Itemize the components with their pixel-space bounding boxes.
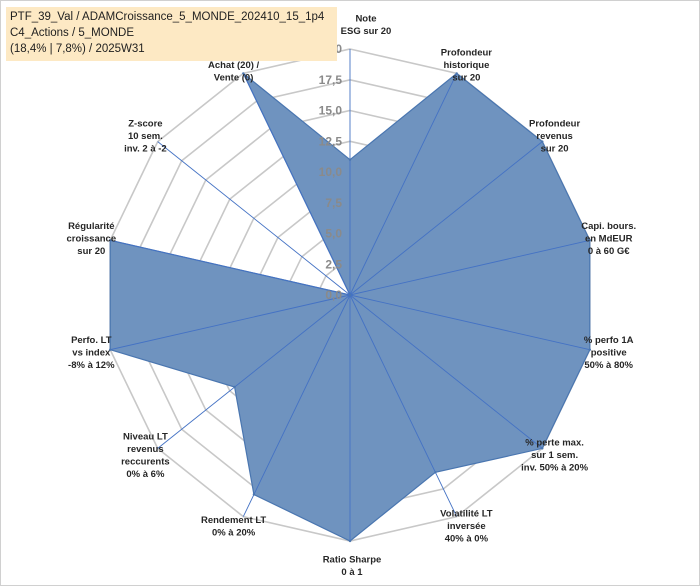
data-point <box>252 493 256 496</box>
axis-label-line: Régularité <box>68 221 114 232</box>
axis-label-line: sur 20 <box>541 143 569 154</box>
axis-label-line: vs index <box>72 348 111 359</box>
tick-label: 7,5 <box>325 196 342 210</box>
axis-label-line: historique <box>443 60 489 71</box>
axis-label: Z-score 10 sem.inv. 2 à -2 <box>124 118 167 154</box>
axis-label-line: ESG sur 20 <box>341 26 392 37</box>
axis-label: Note ESG sur 20 <box>341 13 392 37</box>
axis-label-line: Capi. bours. <box>581 221 636 232</box>
axis-label-line: positive <box>591 348 627 359</box>
radar-series <box>109 49 591 543</box>
axis-label-line: 0 à 60 G€ <box>588 246 630 257</box>
axis-label-line: sur 20 <box>77 246 105 257</box>
radar-tick-labels: 0,02,55,07,510,012,515,017,520,0 <box>319 42 343 302</box>
spoke <box>242 73 351 296</box>
axis-label-line: reccurents <box>121 456 170 467</box>
axis-label-line: % perfo 1A <box>584 335 634 346</box>
axis-label-line: en MdEUR <box>585 234 633 245</box>
spoke <box>110 294 351 351</box>
axis-label-line: revenus <box>127 444 163 455</box>
axis-label-line: Vente (0) <box>214 72 254 83</box>
data-point <box>541 447 544 450</box>
tick-label: 12,5 <box>319 134 343 148</box>
axis-label-line: -8% à 12% <box>68 360 115 371</box>
axis-label-line: 40% à 0% <box>445 534 489 545</box>
data-point <box>455 72 458 75</box>
data-point <box>541 140 544 143</box>
axis-label-line: inversée <box>447 521 486 532</box>
axis-label-line: Note <box>355 13 376 24</box>
tick-label: 2,5 <box>325 257 342 271</box>
axis-label-line: Volatilité LT <box>440 509 493 520</box>
data-point <box>109 348 112 351</box>
spoke <box>157 141 351 296</box>
data-point <box>348 158 352 161</box>
spoke <box>110 239 351 296</box>
tick-label: 15,0 <box>319 104 343 118</box>
axis-label: Ratio Sharpe 0 à 1 <box>323 554 382 578</box>
chart-title-box <box>6 7 337 61</box>
axis-label-line: croissance <box>66 234 116 245</box>
axis-label-line: Profondeur <box>529 118 580 129</box>
spoke <box>349 294 590 351</box>
spoke <box>242 294 351 517</box>
tick-label: 0,0 <box>325 288 342 302</box>
axis-label-line: 0% à 20% <box>212 527 256 538</box>
data-point <box>109 239 112 242</box>
chart-title-line-2: C4_Actions / 5_MONDE <box>10 27 134 39</box>
axis-label-line: sur 20 <box>452 72 480 83</box>
data-point <box>588 239 591 242</box>
data-point <box>242 72 245 75</box>
spoke <box>349 239 590 296</box>
axis-label-line: % perte max. <box>525 438 584 449</box>
tick-label: 17,5 <box>319 73 343 87</box>
spoke <box>349 73 458 296</box>
axis-label-line: 0 à 1 <box>341 567 363 578</box>
data-point <box>348 293 352 297</box>
axis-label-line: revenus <box>536 131 572 142</box>
tick-label: 10,0 <box>319 165 343 179</box>
axis-label: Perfo. LT vs index-8% à 12% <box>68 335 115 371</box>
axis-label-line: Z-score <box>128 118 162 129</box>
axis-label-line: inv. 50% à 20% <box>521 463 588 474</box>
axis-label-line: Ratio Sharpe <box>323 554 382 565</box>
chart-title-line-1: PTF_39_Val / ADAMCroissance_5_MONDE_2024… <box>10 11 325 23</box>
chart-title-line-3: (18,4% | 7,8%) / 2025W31 <box>10 43 145 55</box>
axis-label-line: 10 sem. <box>128 131 163 142</box>
tick-label: 5,0 <box>325 227 342 241</box>
data-point <box>588 348 591 351</box>
axis-label: % perte max.sur 1 sem. inv. 50% à 20% <box>521 438 588 474</box>
spoke <box>157 294 351 449</box>
data-point <box>233 385 236 389</box>
axis-label-line: Perfo. LT <box>71 335 112 346</box>
axis-label-line: Achat (20) / <box>208 60 260 71</box>
axis-label-line: Rendement LT <box>201 515 266 526</box>
axis-label-line: Niveau LT <box>123 431 168 442</box>
spoke <box>349 294 543 449</box>
axis-label-line: 50% à 80% <box>584 360 633 371</box>
axis-label-line: inv. 2 à -2 <box>124 143 167 154</box>
axis-label-line: 0% à 6% <box>126 469 165 480</box>
data-point <box>348 539 352 543</box>
axis-label: Rendement LT0% à 20% <box>201 515 266 539</box>
axis-label-line: Profondeur <box>441 47 492 58</box>
spoke <box>349 294 458 517</box>
axis-label-line: sur 1 sem. <box>531 450 578 461</box>
data-point <box>434 471 437 474</box>
spoke <box>349 141 543 296</box>
